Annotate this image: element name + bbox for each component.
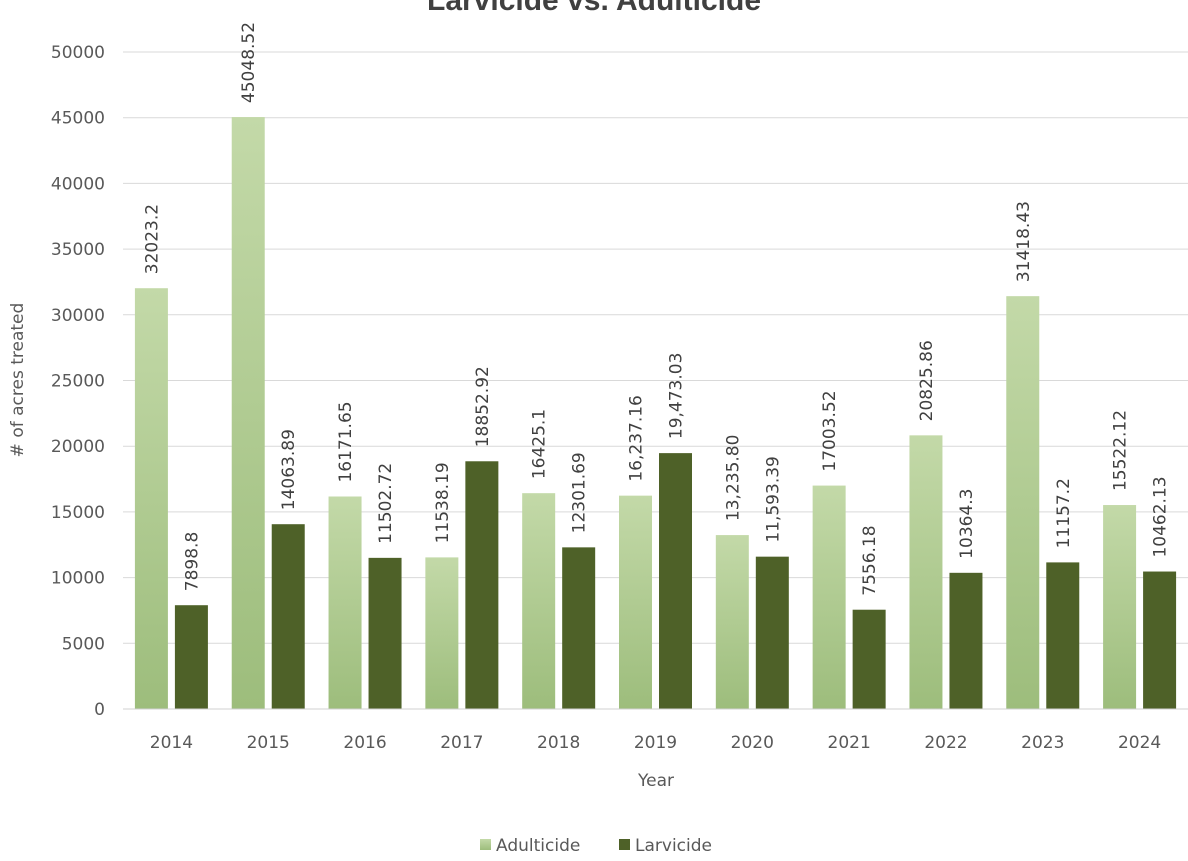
- x-tick-label: 2022: [924, 733, 967, 753]
- larvicide-legend-swatch: [619, 839, 630, 850]
- y-tick-label: 5000: [62, 634, 105, 654]
- adulticide-data-label: 16425.1: [530, 409, 550, 479]
- larvicide-bar: [852, 609, 886, 709]
- adulticide-data-label: 15522.12: [1111, 410, 1131, 491]
- adulticide-bar: [1103, 505, 1137, 709]
- y-tick-label: 15000: [51, 503, 105, 523]
- x-tick-label: 2019: [634, 733, 677, 753]
- adulticide-bar: [522, 493, 556, 709]
- adulticide-bar: [1006, 296, 1040, 709]
- larvicide-bar: [755, 556, 789, 709]
- adulticide-data-label: 45048.52: [239, 22, 259, 103]
- adulticide-legend-swatch: [480, 839, 491, 850]
- adulticide-data-label: 17003.52: [820, 390, 840, 471]
- larvicide-data-label: 7898.8: [182, 532, 202, 591]
- adulticide-data-label: 31418.43: [1014, 201, 1034, 282]
- adulticide-bar: [231, 117, 265, 710]
- larvicide-data-label: 19,473.03: [667, 353, 687, 440]
- y-axis-label: # of acres treated: [8, 303, 28, 458]
- y-tick-label: 30000: [51, 306, 105, 326]
- y-tick-label: 35000: [51, 240, 105, 260]
- adulticide-bar: [715, 535, 749, 709]
- larvicide-data-label: 11502.72: [376, 463, 396, 544]
- y-tick-label: 0: [94, 700, 105, 720]
- larvicide-bar: [271, 524, 305, 709]
- x-axis-label: Year: [637, 771, 674, 791]
- x-axis-ticks: 2014 2015 2016 2017 2018 2019 2020 2021 2022 2023…: [150, 733, 1161, 753]
- x-tick-label: 2018: [537, 733, 580, 753]
- larvicide-bar: [465, 461, 499, 709]
- bars: [134, 117, 1177, 710]
- y-tick-label: 10000: [51, 569, 105, 589]
- larvicide-data-label: 10462.13: [1151, 476, 1171, 557]
- adulticide-data-label: 11538.19: [433, 462, 453, 543]
- adulticide-bar: [909, 435, 943, 709]
- adulticide-bar: [425, 557, 459, 709]
- y-tick-label: 45000: [51, 109, 105, 129]
- y-tick-label: 20000: [51, 437, 105, 457]
- larvicide-data-label: 14063.89: [279, 429, 299, 510]
- larvicide-data-label: 10364.3: [957, 489, 977, 559]
- larvicide-bar: [174, 605, 208, 709]
- larvicide-bar: [1046, 562, 1080, 709]
- x-tick-label: 2015: [247, 733, 290, 753]
- x-tick-label: 2024: [1118, 733, 1161, 753]
- larvicide-bar: [1143, 571, 1177, 709]
- larvicide-bar: [659, 453, 692, 709]
- chart-title: Larvicide vs. Adulticide: [427, 0, 761, 17]
- larvicide-bar: [562, 547, 596, 709]
- larvicide-bar: [368, 557, 402, 709]
- adulticide-data-label: 16171.65: [336, 401, 356, 482]
- legend: Adulticide Larvicide: [480, 836, 712, 856]
- x-tick-label: 2023: [1021, 733, 1064, 753]
- data-labels: 32023.2 7898.8 45048.52 14063.89 16171.65 115…: [142, 22, 1170, 596]
- adulticide-data-label: 32023.2: [142, 204, 162, 274]
- adulticide-bar: [328, 496, 362, 709]
- x-tick-label: 2014: [150, 733, 193, 753]
- adulticide-bar: [812, 485, 846, 709]
- larvicide-bar: [949, 572, 983, 709]
- y-tick-label: 50000: [51, 43, 105, 63]
- adulticide-data-label: 16,237.16: [627, 395, 647, 482]
- adulticide-data-label: 13,235.80: [723, 435, 743, 522]
- x-tick-label: 2021: [828, 733, 871, 753]
- larvicide-legend-label: Larvicide: [635, 836, 712, 856]
- adulticide-legend-label: Adulticide: [496, 836, 580, 856]
- adulticide-data-label: 20825.86: [917, 340, 937, 421]
- larvicide-data-label: 11157.2: [1054, 478, 1074, 548]
- larvicide-data-label: 7556.18: [860, 525, 880, 595]
- adulticide-bar: [134, 288, 168, 709]
- y-axis-ticks: 0 5000 10000 15000 20000 25000 30000 35000 40000…: [51, 43, 105, 720]
- adulticide-bar: [619, 495, 652, 709]
- larvicide-data-label: 18852.92: [473, 366, 493, 447]
- y-tick-label: 25000: [51, 372, 105, 392]
- x-tick-label: 2017: [440, 733, 483, 753]
- y-tick-label: 40000: [51, 174, 105, 194]
- larvicide-data-label: 11,593.39: [763, 456, 783, 543]
- x-tick-label: 2016: [343, 733, 386, 753]
- x-tick-label: 2020: [731, 733, 774, 753]
- larvicide-data-label: 12301.69: [570, 452, 590, 533]
